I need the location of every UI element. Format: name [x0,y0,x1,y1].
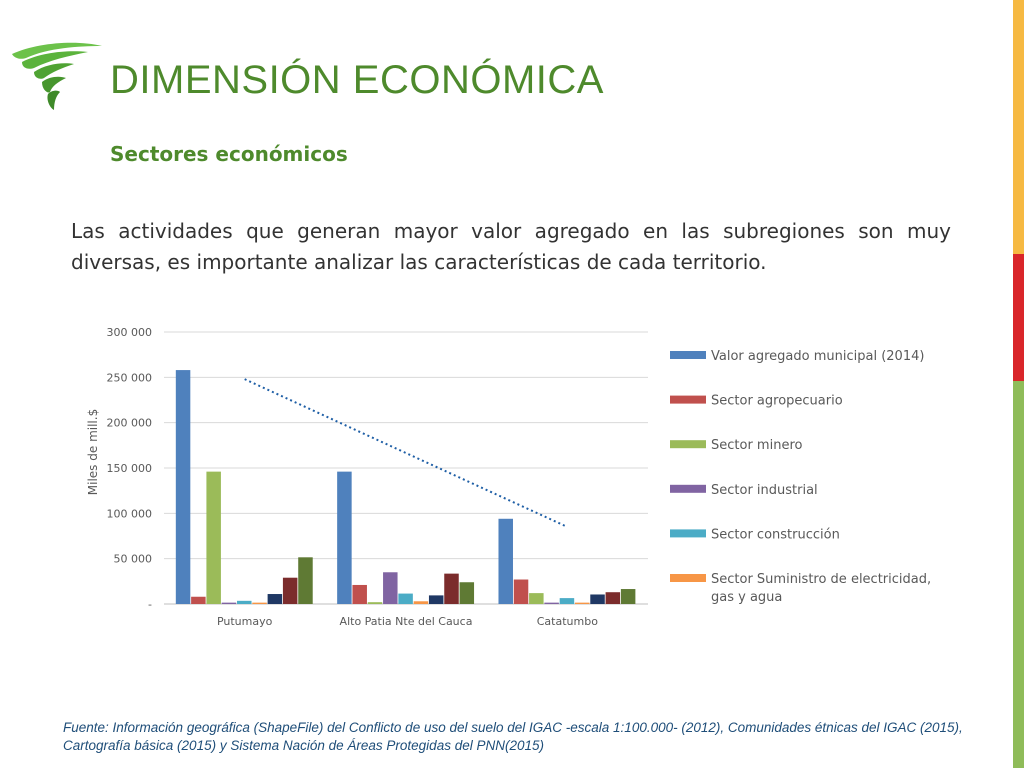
bar [337,471,352,604]
legend-swatch [670,440,706,449]
y-tick-label: 100 000 [107,507,153,520]
body-paragraph: Las actividades que generan mayor valor … [71,219,951,274]
y-tick-label: 200 000 [107,417,153,430]
x-axis-categories: Putumayo Alto Patia Nte del Cauca Catatumb… [217,615,598,628]
bar [559,598,575,604]
source-footnote: Fuente: Información geográfica (ShapeFil… [63,720,963,753]
legend-swatch [670,351,706,359]
bar [352,584,367,604]
bar [191,596,206,604]
bar [428,595,444,604]
bar [267,594,283,604]
y-tick-label: 250 000 [107,371,153,384]
bar [175,370,191,604]
bar [620,589,636,604]
bar [513,579,529,604]
bar [221,602,237,604]
bar [574,602,590,604]
accent-bar-red [1013,254,1024,381]
accent-bar-green [1013,381,1024,768]
y-tick-label: - [148,598,152,611]
logo-icon [12,42,102,110]
bar [413,601,429,604]
bar [252,602,267,604]
legend-swatch [670,529,706,538]
chart-gridlines [164,331,648,605]
bar [367,602,383,604]
legend-label: Sector Suministro de electricidad, gas y … [711,572,931,605]
x-tick-label: Putumayo [217,615,273,628]
legend-label: Sector agropecuario [711,394,843,409]
y-tick-label: 50 000 [114,553,153,566]
bar [282,577,298,604]
bar [605,592,621,604]
legend-label: Sector construcción [711,527,840,542]
x-tick-label: Alto Patia Nte del Cauca [340,615,473,628]
bar [237,600,252,604]
bar [529,593,544,604]
bar-chart: - 50 000 100 000 150 000 200 000 250 000 300 0… [86,326,931,628]
bar [498,518,513,604]
bar [544,602,559,604]
y-tick-label: 150 000 [107,462,153,475]
legend-label: Sector industrial [711,483,818,498]
legend-swatch [670,574,706,582]
bar [590,594,605,604]
bar [206,471,221,604]
section-subtitle: Sectores económicos [110,142,348,166]
trendline [244,378,568,528]
slide-title: DIMENSIÓN ECONÓMICA [110,58,604,102]
bar [444,573,459,604]
legend-label: Sector minero [711,438,802,453]
x-tick-label: Catatumbo [537,615,598,628]
y-tick-label: 300 000 [107,326,153,339]
y-axis-ticks: - 50 000 100 000 150 000 200 000 250 000 300 0… [107,326,153,611]
bars [175,370,636,604]
bar [383,572,398,604]
bar [298,557,313,604]
legend-swatch [670,395,706,404]
y-axis-label: Miles de mill.$ [86,409,100,495]
accent-bar-yellow [1013,0,1024,254]
bar [459,582,475,604]
bar [398,593,413,604]
legend: Valor agregado municipal (2014) Sector ag… [670,349,931,605]
legend-label: Valor agregado municipal (2014) [711,349,924,364]
legend-swatch [670,484,706,493]
